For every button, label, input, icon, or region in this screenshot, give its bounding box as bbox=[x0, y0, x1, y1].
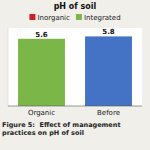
legend-item: Inorganic bbox=[29, 14, 70, 22]
y-range-line bbox=[8, 28, 9, 106]
title: pH of soil bbox=[54, 2, 97, 11]
legend-swatch bbox=[29, 14, 35, 20]
legend: Inorganic Integrated bbox=[29, 14, 120, 22]
legend-item: Integrated bbox=[76, 14, 121, 22]
page: {"chart_data": {"type": "bar", "title": … bbox=[0, 0, 150, 150]
bar bbox=[85, 36, 132, 106]
data-label: 5.8 bbox=[102, 28, 115, 36]
legend-label: Integrated bbox=[84, 14, 121, 22]
legend-label: Inorganic bbox=[37, 14, 70, 22]
x-tick-label: Before bbox=[97, 109, 120, 117]
data-label: 5.6 bbox=[35, 31, 48, 39]
caption: Figure 5: Effect of management practices… bbox=[2, 121, 148, 137]
bar bbox=[18, 39, 65, 106]
x-axis-line bbox=[8, 106, 142, 107]
chart: pH of soil Inorganic Integrated 5.6 Organic 5… bbox=[0, 0, 150, 120]
legend-swatch bbox=[76, 14, 82, 20]
bars bbox=[18, 36, 132, 106]
plot-area bbox=[8, 28, 142, 106]
x-tick-label: Organic bbox=[28, 109, 55, 117]
